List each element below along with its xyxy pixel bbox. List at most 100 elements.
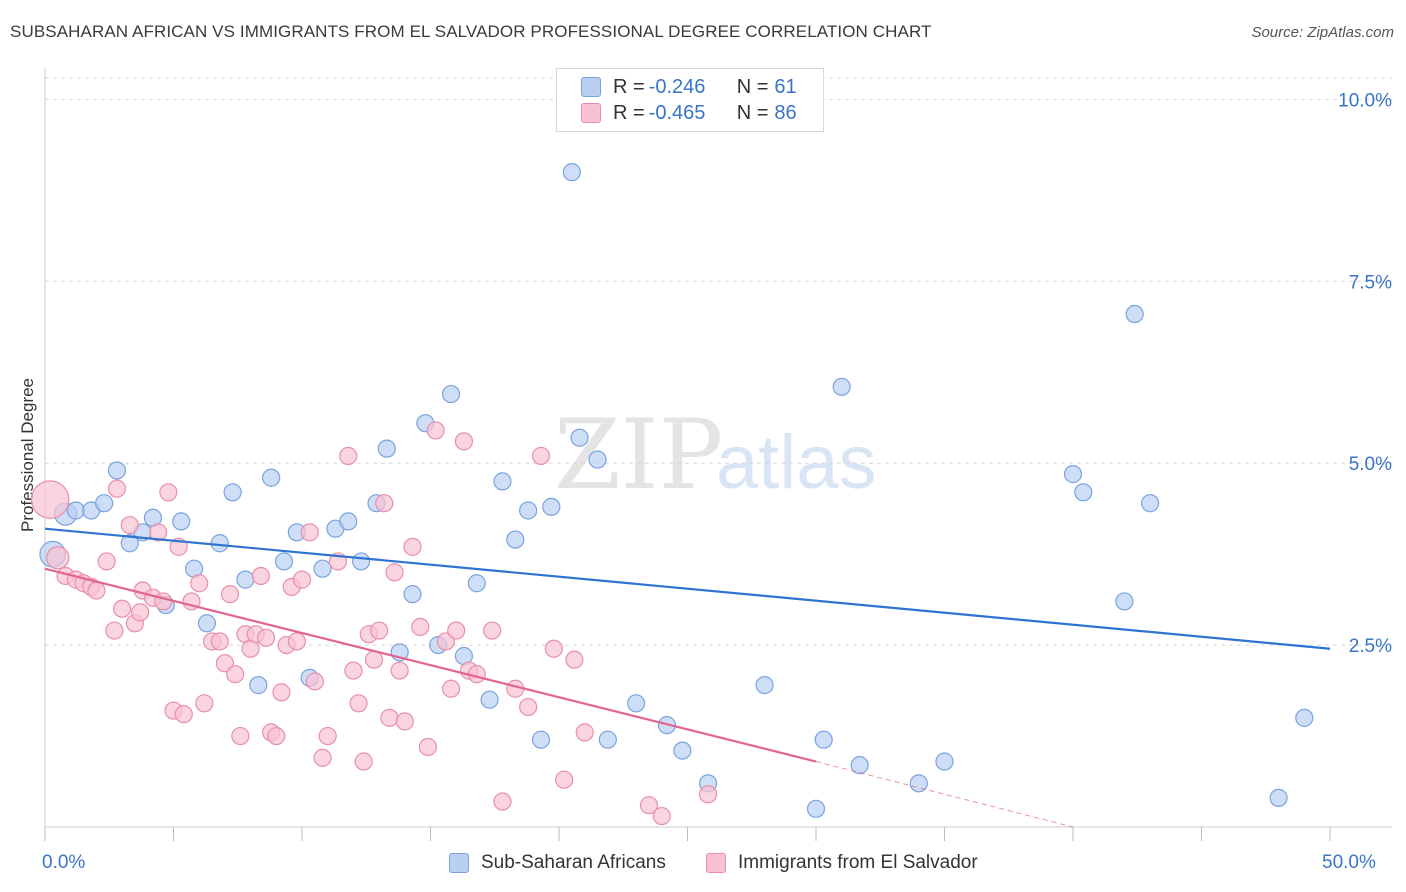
- point-subsaharan: [66, 501, 85, 520]
- point-elsalvador: [493, 792, 512, 811]
- point-subsaharan: [1074, 483, 1093, 502]
- correlation-legend: R = -0.246 N = 61 R = -0.465 N = 86: [556, 68, 824, 132]
- r-label: R =: [613, 75, 645, 98]
- r-value: -0.246: [648, 75, 706, 98]
- point-elsalvador: [313, 748, 332, 767]
- point-elsalvador: [349, 694, 368, 713]
- point-subsaharan: [814, 730, 833, 749]
- point-elsalvador: [318, 726, 337, 746]
- point-elsalvador: [105, 621, 124, 640]
- watermark-zip: ZIP: [554, 399, 723, 511]
- point-elsalvador: [652, 806, 671, 826]
- point-elsalvador: [210, 632, 229, 651]
- n-label: N =: [736, 75, 769, 98]
- trend-line-subsaharan: [44, 527, 1331, 650]
- point-elsalvador: [148, 523, 168, 542]
- point-subsaharan: [850, 756, 869, 775]
- point-subsaharan: [832, 377, 851, 396]
- point-subsaharan: [210, 534, 229, 553]
- y-tick-label: 2.5%: [1349, 636, 1392, 657]
- point-elsalvador: [251, 566, 270, 586]
- point-elsalvador: [159, 483, 178, 502]
- point-elsalvador: [30, 480, 70, 519]
- pink-swatch-icon: [706, 853, 726, 873]
- point-elsalvador: [267, 726, 286, 746]
- point-subsaharan: [1125, 304, 1144, 324]
- point-subsaharan: [935, 752, 954, 771]
- r-label: R =: [613, 101, 645, 124]
- point-subsaharan: [339, 512, 358, 531]
- point-elsalvador: [130, 603, 150, 622]
- point-subsaharan: [493, 472, 512, 491]
- point-elsalvador: [375, 494, 394, 513]
- point-subsaharan: [542, 497, 561, 516]
- point-subsaharan: [598, 730, 617, 749]
- point-elsalvador: [380, 708, 399, 727]
- point-elsalvador: [154, 592, 173, 611]
- point-elsalvador: [107, 479, 127, 498]
- point-subsaharan: [755, 676, 774, 695]
- point-elsalvador: [447, 621, 466, 640]
- blue-swatch-icon: [581, 77, 601, 97]
- point-elsalvador: [292, 570, 312, 589]
- point-elsalvador: [698, 785, 718, 804]
- point-subsaharan: [562, 163, 581, 182]
- legend-label: Immigrants from El Salvador: [738, 852, 978, 873]
- point-subsaharan: [531, 730, 551, 749]
- trend-line-elsalvador: [44, 567, 817, 763]
- point-elsalvador: [454, 432, 474, 451]
- point-elsalvador: [555, 770, 574, 789]
- legend-item-subsaharan: Sub-Saharan Africans: [449, 852, 666, 874]
- point-elsalvador: [305, 672, 324, 691]
- point-subsaharan: [95, 494, 114, 513]
- point-elsalvador: [531, 446, 551, 466]
- point-subsaharan: [107, 461, 127, 480]
- point-elsalvador: [87, 581, 106, 600]
- point-elsalvador: [519, 697, 538, 717]
- point-subsaharan: [673, 741, 692, 760]
- n-value: 86: [774, 101, 797, 124]
- point-subsaharan: [274, 552, 294, 571]
- point-subsaharan: [172, 512, 191, 531]
- point-elsalvador: [195, 694, 214, 713]
- point-subsaharan: [1140, 494, 1160, 513]
- point-elsalvador: [300, 523, 319, 542]
- point-elsalvador: [395, 712, 414, 731]
- point-elsalvador: [426, 421, 445, 440]
- point-subsaharan: [1115, 592, 1134, 611]
- point-elsalvador: [231, 726, 250, 746]
- point-elsalvador: [112, 599, 132, 618]
- y-tick-label: 5.0%: [1349, 454, 1392, 475]
- point-elsalvador: [190, 574, 209, 593]
- point-subsaharan: [1295, 708, 1314, 727]
- point-elsalvador: [483, 621, 502, 640]
- point-elsalvador: [272, 683, 291, 702]
- point-elsalvador: [174, 705, 193, 724]
- point-elsalvador: [120, 515, 139, 535]
- point-elsalvador: [220, 585, 240, 604]
- y-tick-label: 10.0%: [1338, 90, 1392, 111]
- point-elsalvador: [256, 628, 276, 647]
- point-subsaharan: [236, 570, 255, 589]
- point-elsalvador: [390, 661, 409, 680]
- point-subsaharan: [506, 530, 525, 549]
- point-elsalvador: [441, 679, 461, 698]
- point-elsalvador: [575, 723, 594, 742]
- legend-item-elsalvador: Immigrants from El Salvador: [706, 852, 978, 874]
- legend-row-pink: R = -0.465 N = 86: [581, 100, 797, 126]
- y-tick-label: 7.5%: [1349, 272, 1392, 293]
- point-elsalvador: [226, 665, 245, 684]
- point-subsaharan: [377, 439, 396, 458]
- point-subsaharan: [197, 614, 217, 633]
- point-subsaharan: [120, 534, 139, 553]
- point-subsaharan: [352, 552, 371, 571]
- point-elsalvador: [418, 737, 438, 757]
- trend-extension-elsalvador: [815, 761, 1074, 828]
- point-subsaharan: [467, 574, 486, 593]
- legend-row-blue: R = -0.246 N = 61: [581, 74, 797, 100]
- r-value: -0.465: [648, 101, 706, 124]
- point-elsalvador: [411, 617, 430, 637]
- point-subsaharan: [313, 559, 332, 578]
- point-subsaharan: [262, 468, 281, 487]
